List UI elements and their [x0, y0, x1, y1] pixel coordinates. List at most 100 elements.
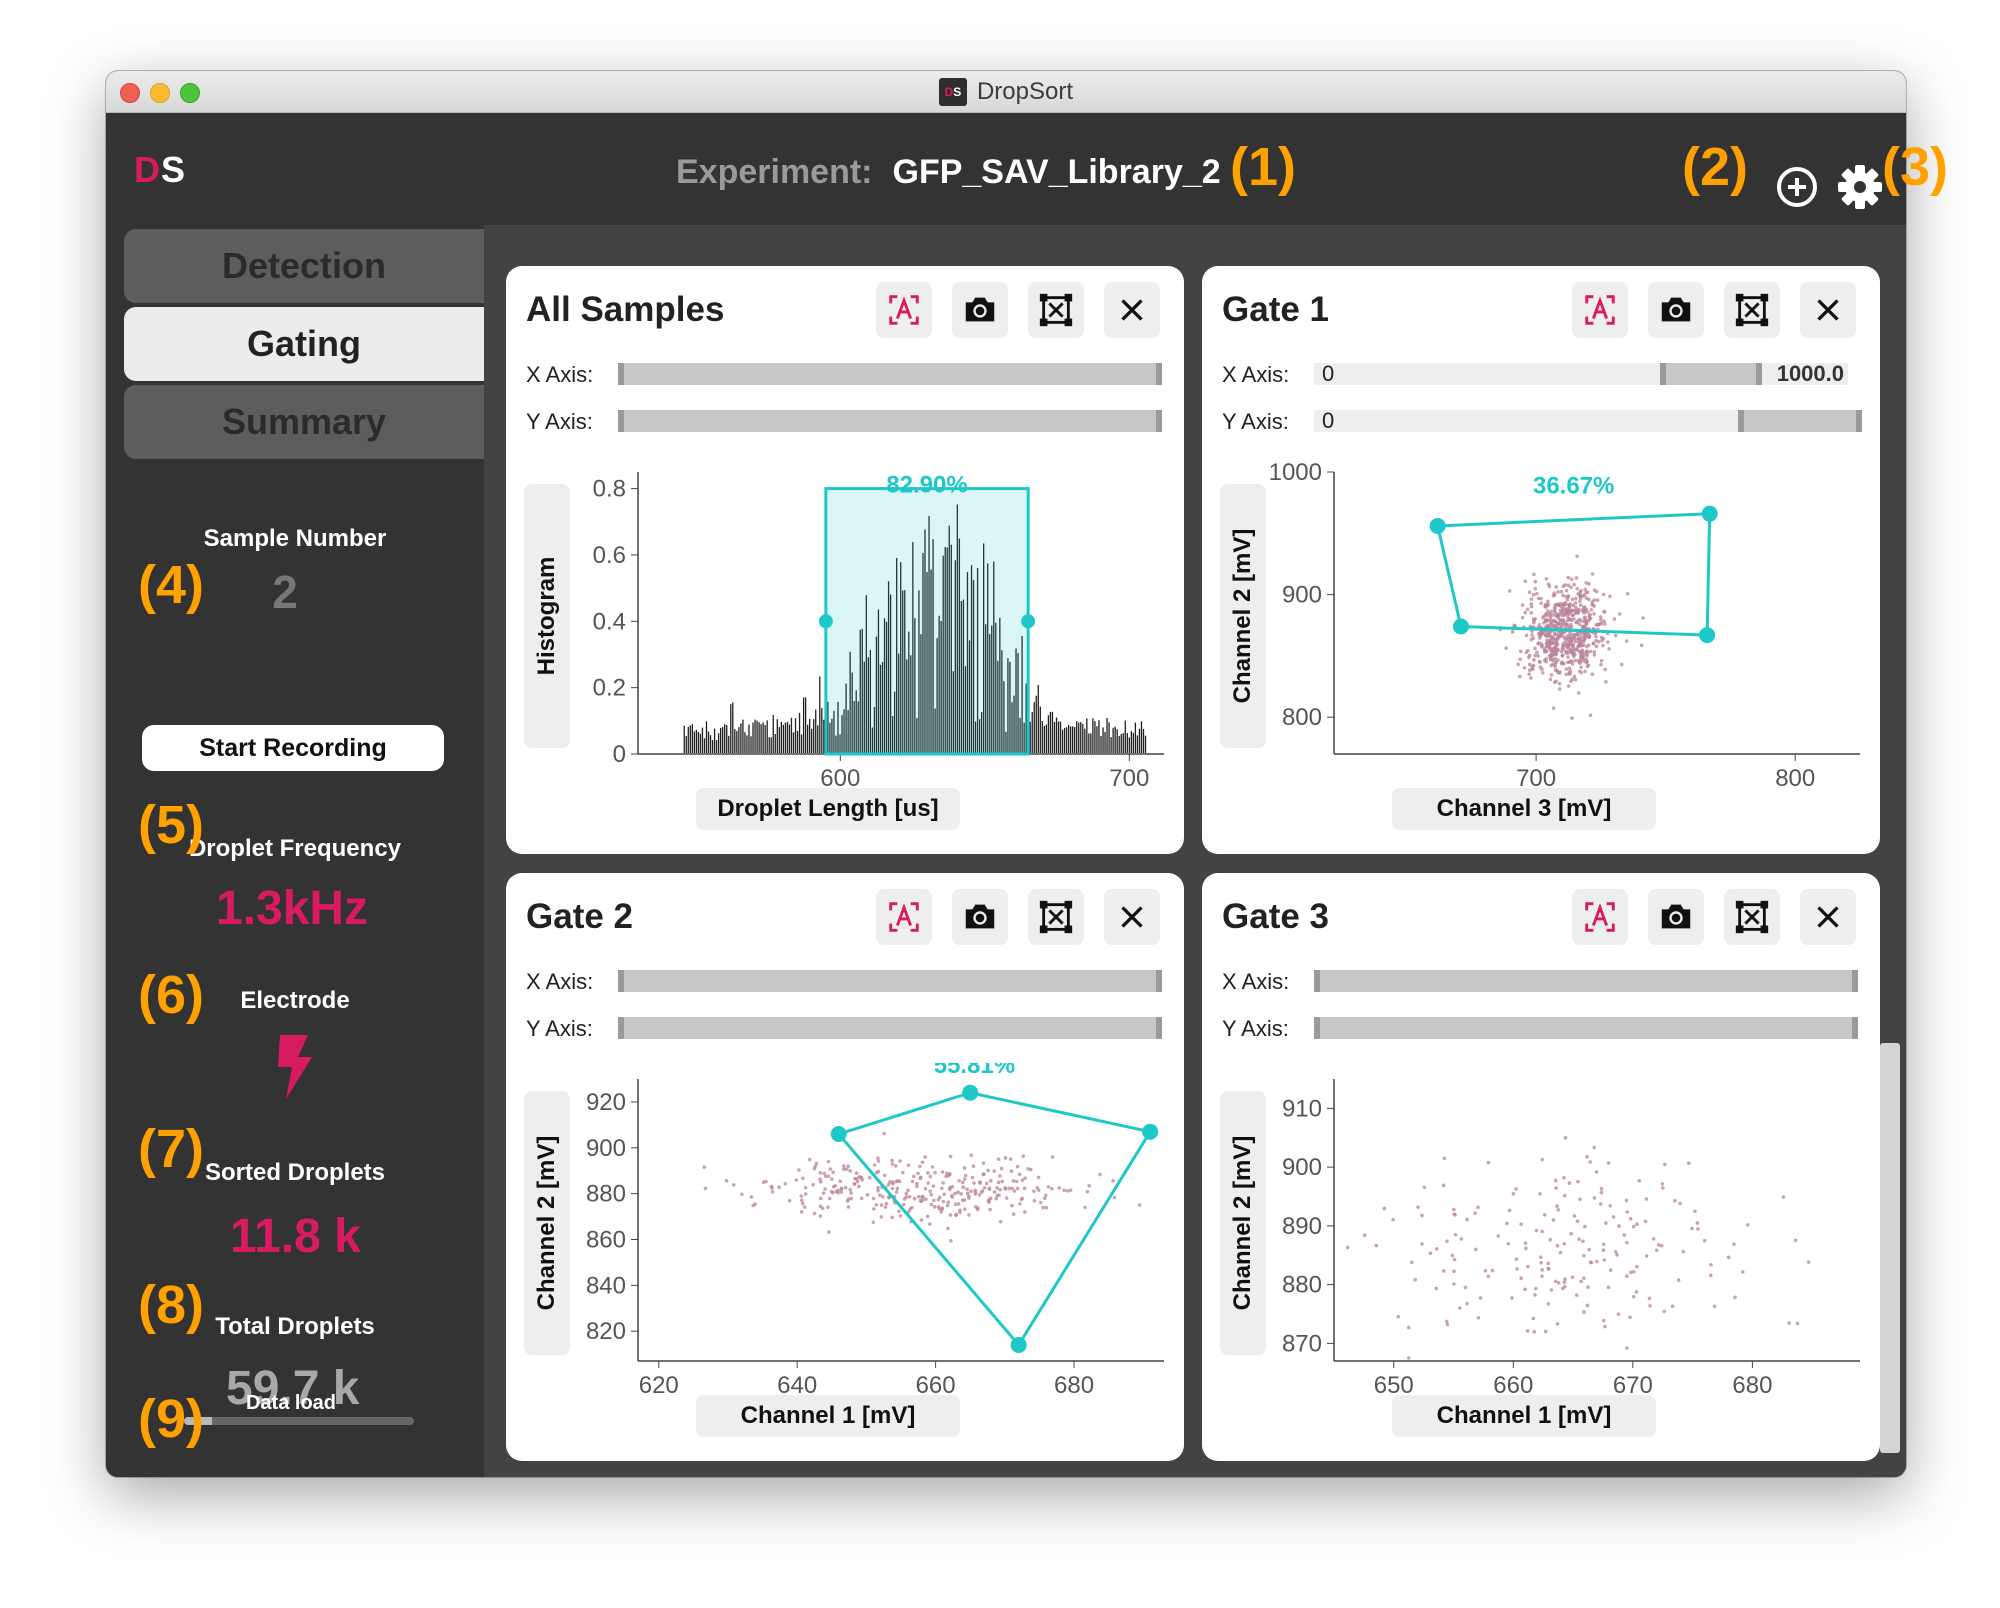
gate-handle[interactable] [1021, 614, 1036, 629]
y-axis-range-slider[interactable] [618, 1017, 1162, 1039]
scatter-point [1594, 638, 1598, 643]
scatter-point [932, 1198, 936, 1203]
zoom-window-button[interactable] [180, 83, 200, 103]
y-axis-range-slider[interactable] [618, 410, 1162, 432]
autoscale-button[interactable] [876, 889, 932, 945]
sidebar: Detection Gating Summary Sample Number 2… [106, 225, 484, 1477]
close-panel-button[interactable] [1104, 889, 1160, 945]
x-axis-range-slider[interactable]: 0 1000.0 [1314, 361, 1848, 386]
tab-detection[interactable]: Detection [124, 229, 484, 303]
scatter-point [1382, 1206, 1387, 1211]
plot-area[interactable]: 650 660 670 680 870 880 890 900 910 [1202, 1063, 1880, 1461]
close-icon [1817, 299, 1839, 321]
scatter-point [1656, 1243, 1661, 1247]
scatter-point [1507, 589, 1512, 593]
scatter-point [1534, 1286, 1538, 1291]
add-experiment-icon[interactable] [1777, 167, 1817, 207]
scatter-point [962, 1166, 967, 1170]
minimize-window-button[interactable] [150, 83, 170, 103]
gate-handle[interactable] [1429, 517, 1446, 534]
scatter-point [1625, 1274, 1629, 1278]
tab-summary[interactable]: Summary [124, 385, 484, 459]
gate-rectangle[interactable] [824, 487, 1030, 756]
plot-area[interactable]: 700 800 800 900 1000 36.67% [1202, 456, 1880, 854]
tab-gating[interactable]: Gating [124, 307, 484, 381]
scatter-point [1587, 618, 1591, 623]
autoscale-button[interactable] [1572, 282, 1628, 338]
experiment-name[interactable]: GFP_SAV_Library_2 [892, 153, 1221, 191]
fit-view-button[interactable] [1724, 282, 1780, 338]
scatter-point [1587, 582, 1591, 586]
x-axis-min-value[interactable]: 0 [1322, 361, 1335, 386]
scatter-point [1582, 1254, 1586, 1258]
scatter-point [1406, 1356, 1411, 1360]
scatter-point [1588, 613, 1593, 617]
scatter-point [1595, 1259, 1599, 1264]
snapshot-button[interactable] [1648, 889, 1704, 945]
scatter-point [995, 1193, 1000, 1198]
scatter-point [1474, 1247, 1478, 1252]
y-axis-selected-range[interactable] [1738, 410, 1862, 432]
y-axis-min-value[interactable]: 0 [1322, 408, 1335, 433]
scatter-point [871, 1220, 876, 1225]
x-tick-label: 670 [1613, 1372, 1653, 1399]
gate-handle[interactable] [1699, 627, 1716, 644]
scatter-point [898, 1214, 903, 1218]
gate-polygon[interactable] [836, 1091, 1153, 1348]
gate-polygon[interactable] [1435, 512, 1712, 637]
y-axis-range-slider[interactable] [1314, 1017, 1858, 1039]
close-panel-button[interactable] [1104, 282, 1160, 338]
autoscale-icon [889, 295, 919, 325]
scatter-point [882, 1173, 887, 1178]
fit-view-button[interactable] [1028, 889, 1084, 945]
gate-handle[interactable] [1452, 618, 1469, 635]
gate-handle[interactable] [1701, 505, 1718, 522]
scatter-point [928, 1222, 932, 1226]
gate-handle[interactable] [962, 1084, 979, 1101]
scatter-point [1599, 621, 1604, 626]
scatter-point [915, 1181, 919, 1186]
annotation-4: (4) [138, 555, 204, 615]
snapshot-button[interactable] [1648, 282, 1704, 338]
scatter-point [1686, 1161, 1691, 1166]
scatter-point [1520, 603, 1525, 607]
scatter-point [953, 1191, 957, 1196]
gear-icon[interactable] [1836, 163, 1884, 211]
autoscale-button[interactable] [1572, 889, 1628, 945]
plot-area[interactable]: 600 700 0 0.2 0.4 0.6 0.8 82.90% [506, 456, 1184, 854]
camera-icon [965, 904, 995, 929]
x-axis-selected-range[interactable] [1660, 363, 1762, 385]
workspace-scrollbar[interactable] [1880, 1043, 1900, 1453]
start-recording-button[interactable]: Start Recording [142, 725, 444, 771]
snapshot-button[interactable] [952, 282, 1008, 338]
autoscale-button[interactable] [876, 282, 932, 338]
x-axis-range-slider[interactable] [618, 363, 1162, 385]
gate-handle[interactable] [830, 1126, 847, 1143]
gate-handle[interactable] [818, 614, 833, 629]
gate-handle[interactable] [1010, 1336, 1027, 1353]
close-panel-button[interactable] [1800, 282, 1856, 338]
close-window-button[interactable] [120, 83, 140, 103]
scatter-point [1483, 1268, 1488, 1273]
scatter-point [929, 1202, 934, 1207]
y-axis-range-slider[interactable]: 0 [1314, 408, 1862, 433]
close-panel-button[interactable] [1800, 889, 1856, 945]
x-axis-range-slider[interactable] [618, 970, 1162, 992]
x-axis-max-value[interactable]: 1000.0 [1776, 361, 1844, 386]
scatter-point [969, 1153, 973, 1158]
gate-handle[interactable] [1142, 1123, 1159, 1140]
scatter-point [1806, 1260, 1811, 1264]
snapshot-button[interactable] [952, 889, 1008, 945]
fit-view-button[interactable] [1724, 889, 1780, 945]
scatter-point [887, 1195, 891, 1200]
scatter-point [1576, 1179, 1580, 1184]
scatter-point [1452, 1207, 1456, 1212]
scatter-point [1594, 644, 1599, 649]
x-axis-range-slider[interactable] [1314, 970, 1858, 992]
plot-area[interactable]: 620 640 660 680 820 840 860 880 900 920 55.81% [506, 1063, 1184, 1461]
scatter-point [1514, 1187, 1518, 1191]
scatter-point [932, 1205, 937, 1209]
fit-view-button[interactable] [1028, 282, 1084, 338]
scatter-point [1787, 1321, 1792, 1325]
